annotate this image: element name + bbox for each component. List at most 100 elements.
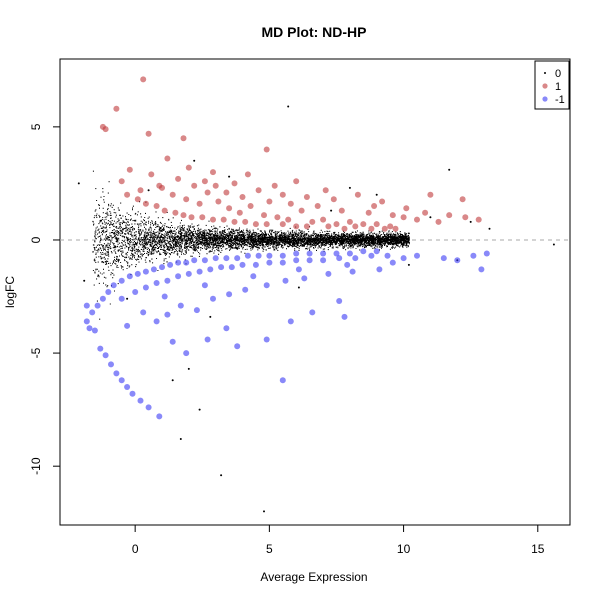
point-series-1 (126, 166, 133, 173)
x-tick-label: 0 (132, 542, 139, 556)
y-axis-label: logFC (3, 276, 17, 308)
point-series-1 (204, 189, 211, 196)
x-tick-label: 10 (397, 542, 411, 556)
point-series-1 (368, 225, 375, 232)
legend-marker (542, 83, 548, 89)
point-series--1 (140, 309, 147, 316)
point-series--1 (193, 307, 200, 314)
point-series--1 (118, 377, 125, 384)
point-series--1 (210, 295, 216, 302)
point-series--1 (102, 352, 109, 359)
chart-title: MD Plot: ND-HP (262, 24, 367, 40)
point-series-1 (161, 207, 168, 214)
point-series--1 (118, 295, 125, 302)
point-series-1 (134, 196, 141, 203)
point-series-0 (179, 438, 182, 440)
legend-label: 1 (555, 81, 561, 93)
x-axis: 0 5 10 15 (132, 524, 545, 556)
point-series-1 (201, 178, 208, 185)
point-series-0 (193, 159, 196, 162)
point-series-1 (175, 175, 182, 182)
point-series--1 (129, 390, 136, 397)
point-series-1 (142, 200, 149, 207)
point-series-1 (212, 182, 219, 189)
point-series-1 (242, 218, 249, 225)
point-series--1 (336, 255, 343, 262)
point-series-1 (252, 221, 259, 228)
point-series--1 (239, 261, 246, 268)
point-series-0 (77, 182, 80, 185)
point-series-0 (488, 227, 491, 230)
point-series--1 (118, 277, 125, 284)
point-series-1 (379, 198, 386, 205)
point-series-1 (169, 191, 176, 198)
point-series-1 (392, 225, 399, 232)
point-series-1 (422, 209, 429, 216)
point-series-1 (293, 178, 300, 185)
point-series-1 (414, 216, 420, 223)
legend-box (534, 60, 570, 110)
x-tick-label: 5 (266, 542, 273, 556)
point-series-1 (223, 189, 230, 196)
point-series--1 (124, 384, 131, 390)
point-series--1 (287, 318, 294, 325)
point-series-1 (303, 194, 310, 200)
point-series-1 (263, 146, 270, 153)
point-series--1 (99, 295, 106, 302)
point-series-1 (279, 191, 286, 198)
point-series-1 (199, 214, 206, 221)
point-series-1 (231, 180, 238, 187)
point-series-1 (210, 216, 216, 223)
point-series-1 (102, 126, 109, 133)
point-series-1 (287, 200, 294, 207)
point-series-1 (183, 196, 190, 203)
point-series-1 (360, 221, 367, 228)
legend-label: 0 (555, 68, 561, 80)
point-series-0 (126, 297, 129, 300)
point-series--1 (124, 322, 131, 329)
point-series-1 (220, 216, 227, 223)
point-series--1 (344, 261, 351, 268)
point-series-1 (330, 196, 337, 203)
point-series--1 (352, 255, 359, 262)
point-series-1 (140, 76, 147, 83)
point-series--1 (255, 252, 262, 259)
point-series-0 (220, 474, 223, 477)
point-series-1 (226, 205, 233, 212)
point-series--1 (309, 309, 316, 316)
point-series-1 (191, 182, 198, 189)
point-series--1 (207, 266, 214, 273)
point-series-1 (293, 223, 300, 230)
point-series--1 (349, 268, 356, 275)
nonsignificant-genes-cloud (92, 170, 410, 320)
point-series--1 (306, 250, 313, 257)
point-series-1 (475, 216, 482, 223)
point-series--1 (226, 291, 233, 298)
point-series-1 (266, 198, 273, 205)
point-series-0 (171, 379, 174, 382)
point-series--1 (360, 248, 367, 255)
point-series--1 (242, 286, 249, 293)
point-series--1 (223, 325, 230, 332)
point-series--1 (105, 289, 112, 295)
point-series-1 (387, 223, 394, 230)
point-series--1 (183, 350, 190, 357)
point-series-1 (231, 218, 238, 225)
point-series-1 (285, 216, 292, 223)
point-series--1 (145, 404, 152, 411)
point-series--1 (153, 280, 160, 286)
point-series--1 (454, 257, 461, 264)
point-series--1 (142, 284, 149, 291)
point-series-0 (198, 408, 201, 411)
point-series--1 (325, 270, 332, 277)
point-series--1 (252, 261, 259, 268)
point-series-0 (375, 193, 378, 196)
point-series-1 (271, 182, 278, 189)
point-series-1 (352, 223, 359, 230)
point-series-1 (298, 207, 305, 214)
point-series--1 (234, 343, 241, 350)
point-series--1 (306, 257, 313, 264)
point-series--1 (150, 266, 157, 273)
point-series-1 (124, 191, 131, 198)
